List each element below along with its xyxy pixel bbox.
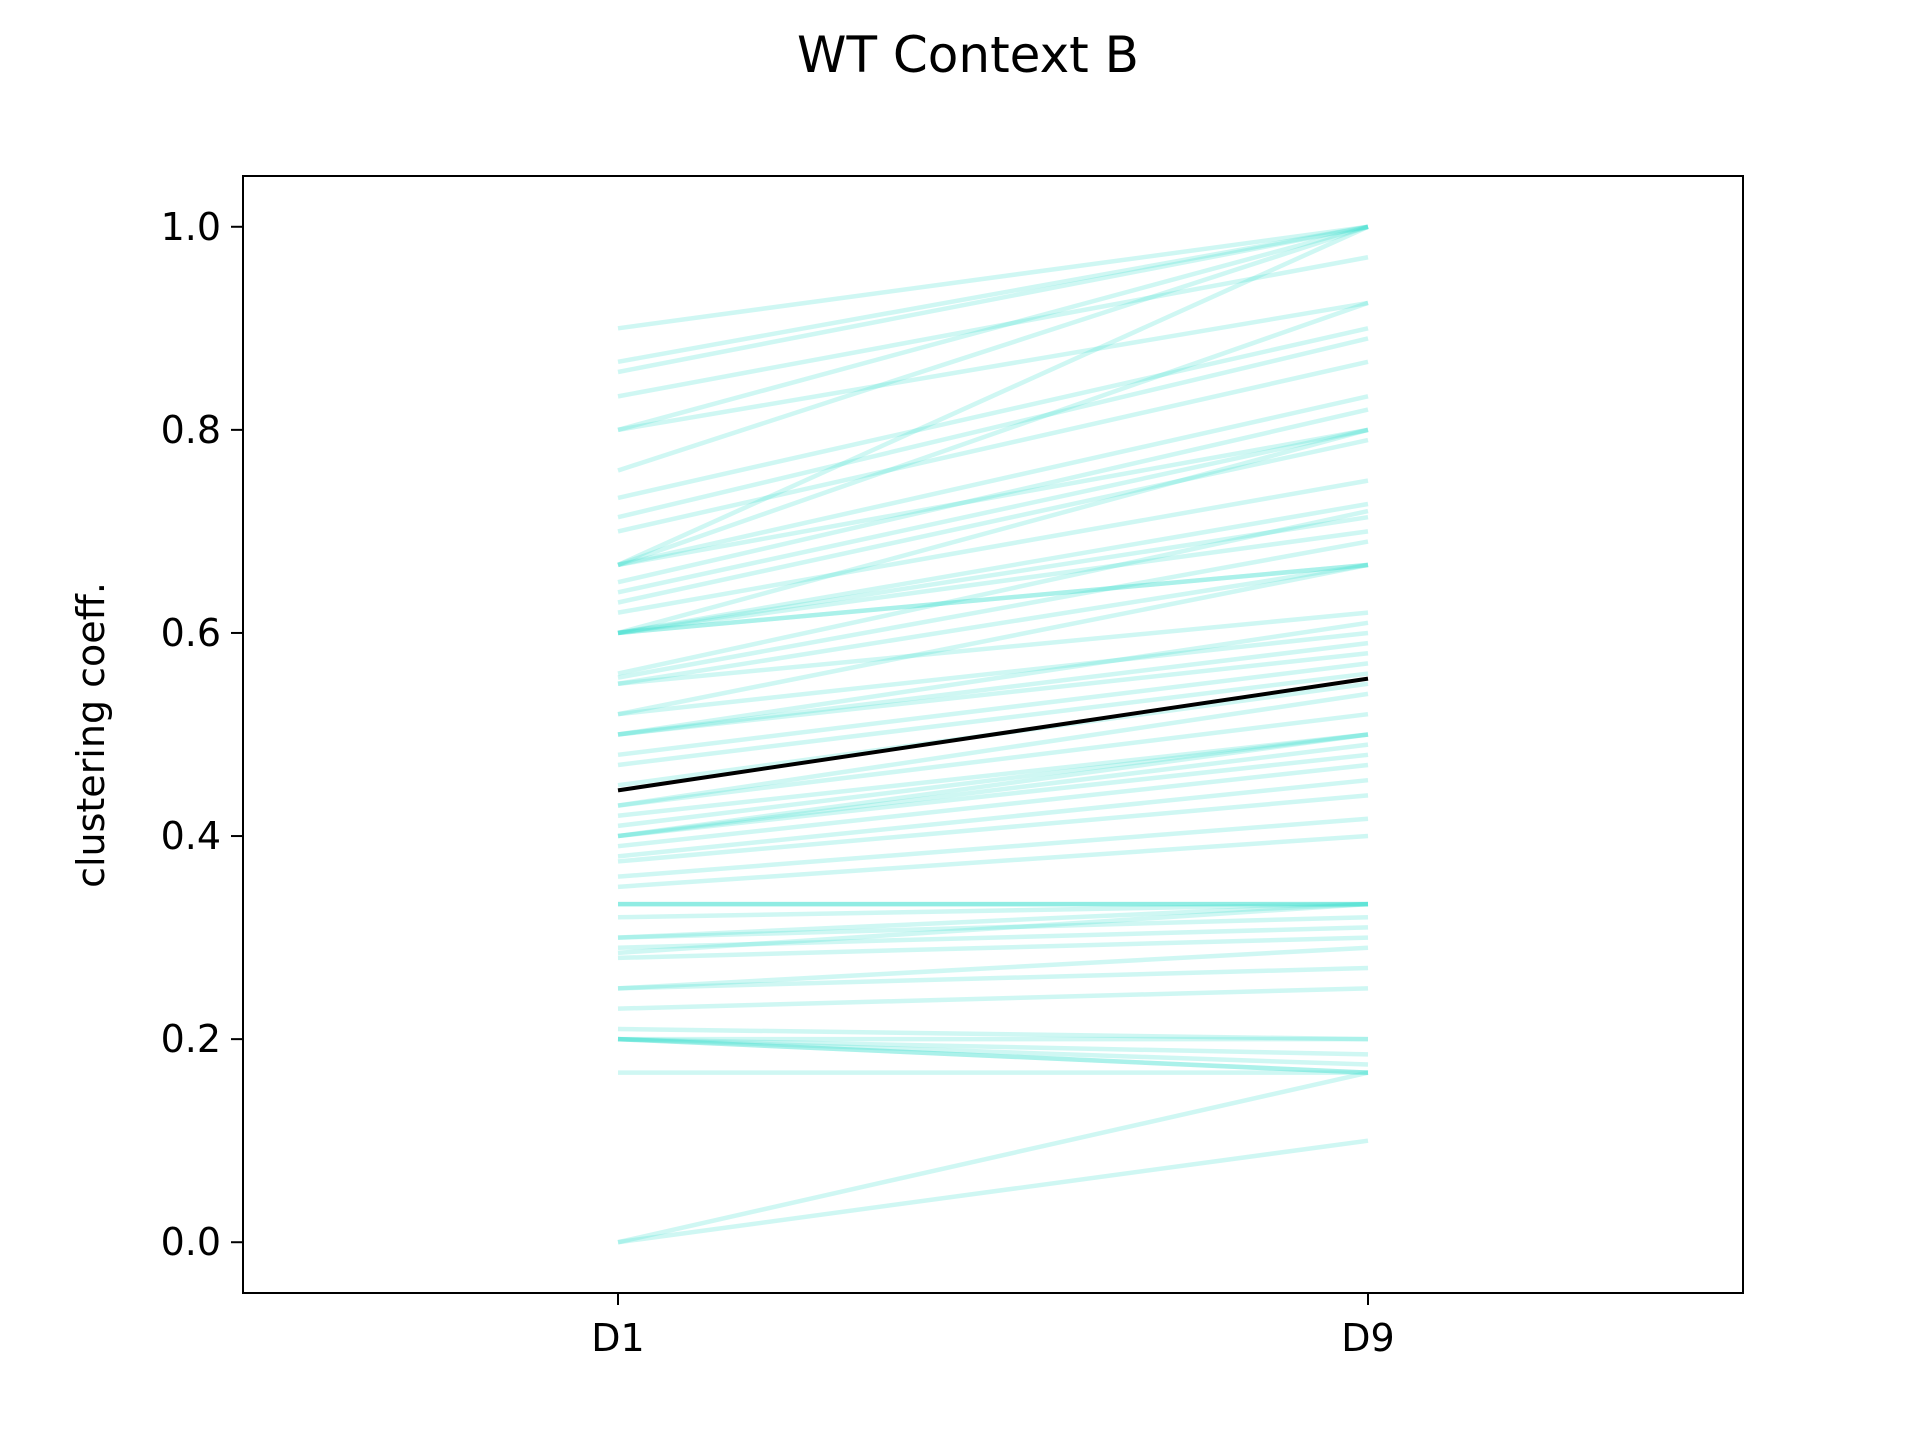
individual-line-55 xyxy=(617,925,1369,950)
individual-line-42 xyxy=(617,742,1369,839)
individual-line-7 xyxy=(617,224,1369,473)
individual-line-69 xyxy=(617,1138,1369,1245)
individual-line-32 xyxy=(617,640,1369,737)
individual-line-65 xyxy=(617,1036,1369,1075)
individual-line-66 xyxy=(617,1036,1369,1075)
individual-line-28 xyxy=(617,610,1369,686)
y-tick-label: 0.0 xyxy=(161,1220,221,1264)
individual-line-2 xyxy=(617,224,1369,365)
individual-line-63 xyxy=(617,1036,1369,1057)
individual-line-29 xyxy=(617,562,1369,717)
individual-line-47 xyxy=(617,816,1369,879)
individual-line-5 xyxy=(617,224,1369,433)
individual-line-21 xyxy=(617,514,1369,636)
y-tick-label: 1.0 xyxy=(161,205,221,249)
x-tick-label: D1 xyxy=(591,1316,644,1360)
individual-line-46 xyxy=(617,793,1369,864)
y-tick-label: 0.8 xyxy=(161,408,221,452)
individual-line-27 xyxy=(617,562,1369,686)
individual-line-9 xyxy=(617,336,1369,520)
individual-line-54 xyxy=(617,915,1369,940)
mean-line xyxy=(617,676,1369,793)
individual-line-30 xyxy=(617,630,1369,717)
individual-line-26 xyxy=(617,539,1369,680)
individual-line-25 xyxy=(617,508,1369,676)
individual-line-43 xyxy=(617,752,1369,839)
individual-line-40 xyxy=(617,732,1369,829)
individual-line-33 xyxy=(617,651,1369,737)
individual-line-31 xyxy=(617,620,1369,737)
y-axis-label: clustering coeff. xyxy=(69,582,113,888)
individual-line-11 xyxy=(617,224,1369,567)
individual-line-13 xyxy=(617,394,1369,568)
individual-line-44 xyxy=(617,762,1369,849)
x-axis: D1 D9 xyxy=(591,1293,1395,1360)
individual-line-60 xyxy=(617,986,1369,1011)
individual-line-14 xyxy=(617,427,1369,568)
y-axis: 0.0 0.2 0.4 0.6 0.8 1.0 xyxy=(161,205,243,1264)
y-tick-label: 0.2 xyxy=(161,1017,221,1061)
data-lines xyxy=(617,224,1369,1245)
individual-line-8 xyxy=(617,326,1369,501)
individual-line-64 xyxy=(617,1036,1369,1067)
individual-line-15 xyxy=(617,407,1369,585)
individual-line-52 xyxy=(617,901,1369,920)
chart-title: WT Context B xyxy=(797,26,1139,84)
individual-line-37 xyxy=(617,691,1369,808)
y-tick-label: 0.6 xyxy=(161,611,221,655)
individual-line-68 xyxy=(617,1070,1369,1245)
individual-line-59 xyxy=(617,965,1369,991)
individual-line-18 xyxy=(617,478,1369,615)
plot-frame xyxy=(242,175,1744,1294)
individual-line-12 xyxy=(617,300,1369,568)
individual-line-56 xyxy=(617,901,1369,956)
individual-line-4 xyxy=(617,255,1369,399)
individual-line-39 xyxy=(617,732,1369,818)
individual-line-23 xyxy=(617,562,1369,636)
individual-line-3 xyxy=(617,224,1369,375)
individual-line-34 xyxy=(617,661,1369,758)
individual-line-57 xyxy=(617,935,1369,961)
individual-line-19 xyxy=(617,427,1369,636)
y-tick-label: 0.4 xyxy=(161,814,221,858)
individual-line-61 xyxy=(617,1026,1369,1042)
individual-line-58 xyxy=(617,945,1369,991)
individual-line-24 xyxy=(617,562,1369,636)
individual-line-48 xyxy=(617,833,1369,890)
individual-line-17 xyxy=(617,437,1369,605)
individual-line-38 xyxy=(617,711,1369,808)
individual-line-1 xyxy=(617,224,1369,331)
individual-line-6 xyxy=(617,300,1369,433)
individual-line-41 xyxy=(617,732,1369,839)
x-tick-label: D9 xyxy=(1341,1316,1394,1360)
individual-line-53 xyxy=(617,901,1369,940)
individual-line-16 xyxy=(617,427,1369,595)
individual-line-10 xyxy=(617,359,1369,534)
individual-line-45 xyxy=(617,777,1369,859)
individual-line-20 xyxy=(617,501,1369,636)
individual-line-22 xyxy=(617,529,1369,636)
individual-line-35 xyxy=(617,671,1369,768)
